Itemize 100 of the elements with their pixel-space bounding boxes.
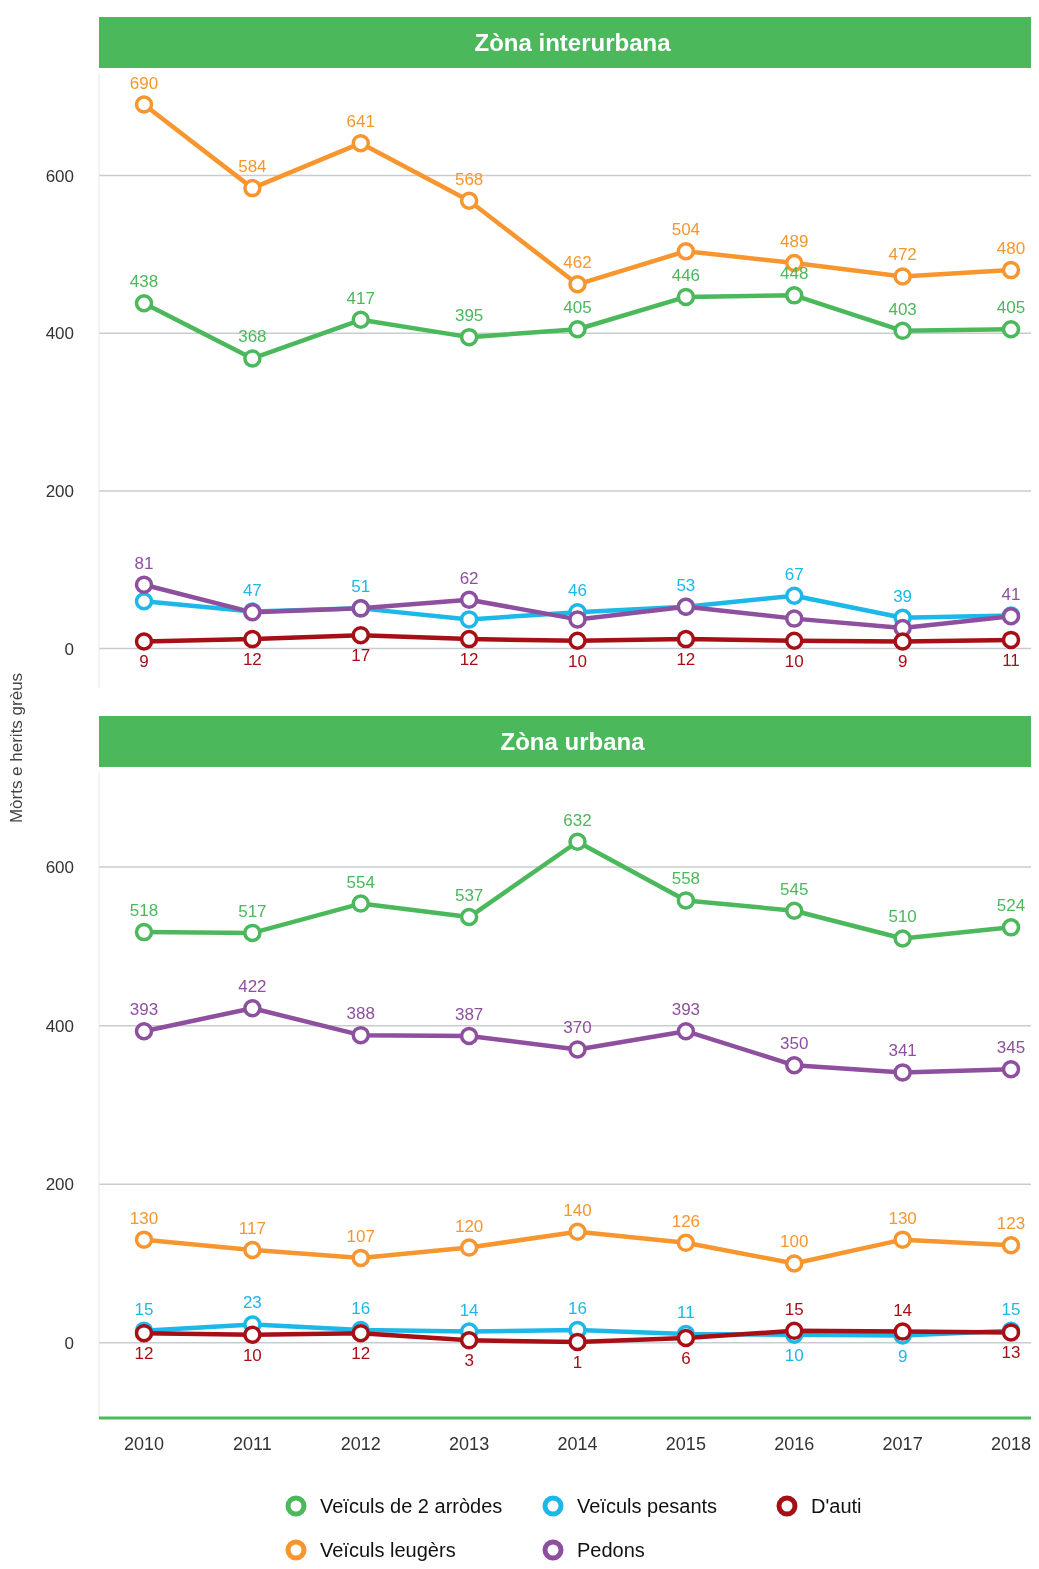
y-tick-label: 0 — [64, 639, 74, 659]
data-label: 388 — [346, 1004, 375, 1024]
y-tick-label: 0 — [64, 1333, 74, 1353]
data-label: 16 — [568, 1299, 587, 1319]
x-tick-label: 2013 — [449, 1434, 490, 1454]
data-label: 120 — [454, 1216, 484, 1236]
data-label: 368 — [238, 327, 267, 347]
data-label: 393 — [671, 1000, 701, 1020]
data-label: 517 — [238, 901, 267, 921]
data-label: 123 — [996, 1214, 1026, 1234]
data-label: 12 — [351, 1344, 371, 1364]
data-label: 14 — [893, 1300, 913, 1320]
data-label: 1 — [572, 1352, 583, 1372]
data-label: 13 — [1001, 1343, 1021, 1363]
data-label: 504 — [671, 220, 701, 240]
x-tick-label: 2010 — [123, 1434, 165, 1454]
x-tick-label: 2014 — [557, 1434, 598, 1454]
data-label: 584 — [238, 157, 267, 177]
data-label: 39 — [893, 586, 913, 606]
y-tick-label: 200 — [45, 1175, 74, 1195]
data-label: 10 — [568, 651, 587, 671]
data-label: 387 — [454, 1004, 484, 1024]
data-label: 11 — [1002, 650, 1020, 670]
x-tick-label: 2017 — [882, 1434, 923, 1454]
data-label: 345 — [996, 1038, 1026, 1058]
data-label: 422 — [238, 977, 267, 997]
data-label: 10 — [242, 1345, 262, 1365]
data-label: 12 — [676, 650, 696, 670]
data-label: 9 — [897, 1346, 908, 1366]
data-label: 403 — [888, 299, 917, 319]
data-label: 46 — [568, 581, 587, 601]
data-label: 370 — [563, 1018, 592, 1038]
data-label: 41 — [1001, 585, 1021, 605]
data-label: 472 — [888, 245, 917, 265]
data-label: 417 — [346, 288, 375, 308]
x-tick-label: 2011 — [233, 1434, 272, 1454]
data-label: 81 — [134, 553, 154, 573]
data-label: 12 — [459, 650, 479, 670]
legend-label: D'auti — [811, 1495, 862, 1517]
data-label: 14 — [459, 1300, 479, 1320]
legend-label: Veïculs leugèrs — [320, 1539, 456, 1561]
legend-label: Pedons — [577, 1539, 645, 1561]
data-label: 537 — [454, 886, 484, 906]
data-label: 690 — [129, 73, 159, 93]
data-label: 405 — [996, 298, 1026, 318]
data-label: 448 — [780, 264, 809, 284]
data-label: 9 — [897, 652, 908, 672]
data-label: 632 — [563, 810, 592, 830]
data-label: 130 — [129, 1208, 159, 1228]
data-label: 438 — [129, 272, 159, 292]
data-label: 395 — [454, 306, 484, 326]
x-tick-label: 2015 — [665, 1434, 706, 1454]
data-label: 12 — [242, 650, 262, 670]
data-label: 510 — [888, 907, 917, 927]
data-label: 10 — [784, 1345, 804, 1365]
data-label: 489 — [780, 232, 809, 252]
x-tick-label: 2018 — [990, 1434, 1032, 1454]
data-label: 15 — [1001, 1299, 1021, 1319]
data-label: 126 — [671, 1211, 701, 1231]
data-label: 62 — [459, 568, 479, 588]
data-label: 53 — [676, 575, 696, 595]
data-label: 140 — [563, 1200, 592, 1220]
y-tick-label: 400 — [45, 1016, 74, 1036]
data-label: 17 — [351, 646, 371, 666]
data-label: 15 — [784, 1299, 804, 1319]
data-label: 3 — [464, 1351, 474, 1371]
data-label: 12 — [134, 1344, 154, 1364]
data-label: 558 — [671, 869, 701, 889]
data-label: 524 — [996, 896, 1026, 916]
y-tick-label: 200 — [45, 481, 74, 501]
y-axis-title: Mòrts e herits grèus — [7, 672, 26, 824]
data-label: 15 — [134, 1299, 154, 1319]
chart-title: Zòna interurbana — [474, 29, 672, 56]
legend-label: Veïculs de 2 arròdes — [320, 1495, 503, 1517]
data-label: 47 — [242, 580, 262, 600]
data-label: 405 — [563, 298, 592, 318]
legend-label: Veïculs pesants — [577, 1495, 718, 1517]
data-label: 446 — [671, 265, 701, 285]
data-label: 11 — [677, 1302, 695, 1322]
data-label: 480 — [996, 239, 1026, 259]
data-label: 117 — [238, 1218, 266, 1238]
data-label: 393 — [129, 1000, 159, 1020]
data-label: 641 — [346, 112, 375, 132]
data-label: 554 — [346, 872, 375, 892]
data-label: 518 — [129, 901, 159, 921]
data-label: 23 — [242, 1293, 262, 1313]
y-tick-label: 600 — [45, 166, 74, 186]
data-label: 107 — [346, 1226, 375, 1246]
data-label: 350 — [780, 1034, 809, 1054]
data-label: 51 — [351, 577, 371, 597]
data-label: 341 — [888, 1041, 917, 1061]
x-tick-label: 2016 — [774, 1434, 815, 1454]
data-label: 545 — [780, 879, 809, 899]
y-tick-label: 600 — [45, 858, 74, 878]
x-tick-label: 2012 — [340, 1434, 381, 1454]
chart-title: Zòna urbana — [500, 728, 646, 755]
data-label: 130 — [888, 1208, 917, 1228]
data-label: 462 — [563, 253, 592, 273]
data-label: 9 — [139, 652, 149, 672]
data-label: 100 — [780, 1232, 809, 1252]
